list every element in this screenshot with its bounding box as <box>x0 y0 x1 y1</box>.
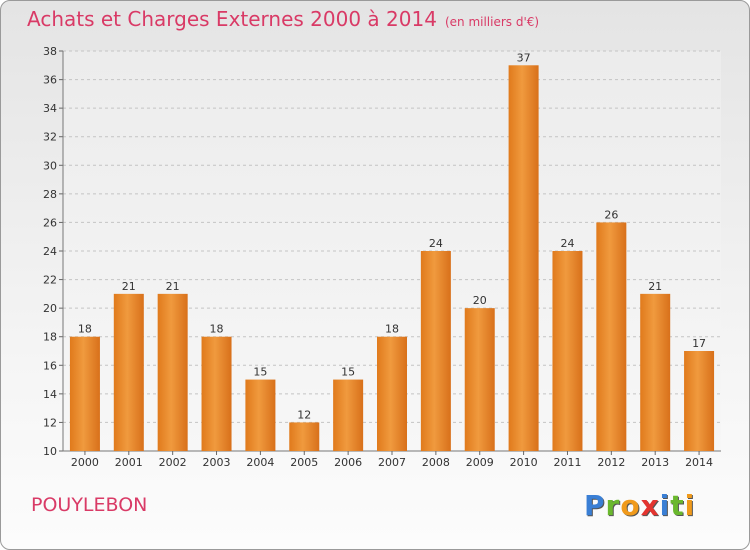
bar-value-label: 12 <box>297 408 311 421</box>
x-tick-label: 2009 <box>466 456 494 469</box>
x-tick-label: 2011 <box>553 456 581 469</box>
y-tick-label: 36 <box>43 74 57 87</box>
x-tick-label: 2008 <box>422 456 450 469</box>
bar-value-label: 17 <box>692 337 706 350</box>
x-tick-label: 2002 <box>159 456 187 469</box>
bar <box>420 251 451 451</box>
x-tick-label: 2004 <box>246 456 274 469</box>
bar-value-label: 21 <box>648 280 662 293</box>
bar <box>377 336 407 451</box>
bar-value-label: 18 <box>78 323 92 336</box>
bar <box>552 251 583 451</box>
bar-value-label: 18 <box>385 323 399 336</box>
y-tick-label: 12 <box>43 416 57 429</box>
logo-letter: x <box>640 489 660 522</box>
y-tick-label: 10 <box>43 445 57 458</box>
bar-value-label: 26 <box>604 208 618 221</box>
bar-value-label: 21 <box>166 280 180 293</box>
bar <box>508 65 539 452</box>
bar-value-label: 15 <box>341 366 355 379</box>
bar <box>289 422 320 451</box>
bar <box>245 379 276 451</box>
bar <box>596 222 627 451</box>
chart-title: Achats et Charges Externes 2000 à 2014 (e… <box>27 7 539 31</box>
x-tick-label: 2003 <box>203 456 231 469</box>
bar-value-label: 15 <box>253 366 267 379</box>
bar-value-label: 21 <box>122 280 136 293</box>
bar <box>69 336 100 451</box>
x-tick-label: 2012 <box>597 456 625 469</box>
y-tick-label: 30 <box>43 159 57 172</box>
logo-letter: t <box>670 489 685 522</box>
commune-name: POUYLEBON <box>31 494 148 516</box>
y-tick-label: 18 <box>43 331 57 344</box>
title-text: Achats et Charges Externes 2000 à 2014 <box>27 7 437 31</box>
bar <box>201 336 232 451</box>
x-tick-label: 2006 <box>334 456 362 469</box>
y-tick-label: 14 <box>43 388 57 401</box>
logo-letter: i <box>659 489 671 522</box>
x-tick-label: 2001 <box>115 456 143 469</box>
y-tick-label: 34 <box>43 102 57 115</box>
logo-letter: o <box>620 489 641 522</box>
x-tick-label: 2013 <box>641 456 669 469</box>
bar <box>464 308 495 451</box>
bar-value-label: 20 <box>473 294 487 307</box>
bar <box>640 293 671 451</box>
y-tick-label: 22 <box>43 274 57 287</box>
bar <box>113 293 144 451</box>
bar-value-label: 24 <box>560 237 574 250</box>
y-tick-label: 16 <box>43 359 57 372</box>
x-tick-label: 2007 <box>378 456 406 469</box>
bar-value-label: 37 <box>517 51 531 64</box>
y-tick-label: 26 <box>43 216 57 229</box>
bar <box>157 293 188 451</box>
x-tick-label: 2014 <box>685 456 713 469</box>
y-tick-label: 28 <box>43 188 57 201</box>
chart-subtitle: (en milliers d'€) <box>444 15 540 29</box>
bar <box>333 379 364 451</box>
x-tick-label: 2005 <box>290 456 318 469</box>
logo-letter: i <box>684 489 696 522</box>
y-tick-label: 20 <box>43 302 57 315</box>
bar-value-label: 24 <box>429 237 443 250</box>
logo-letter: r <box>605 489 621 522</box>
x-tick-label: 2010 <box>510 456 538 469</box>
bar-value-label: 18 <box>210 323 224 336</box>
y-tick-label: 32 <box>43 131 57 144</box>
bar <box>684 351 715 451</box>
logo-letter: P <box>584 489 606 522</box>
y-tick-label: 38 <box>43 45 57 58</box>
y-tick-label: 24 <box>43 245 57 258</box>
x-tick-label: 2000 <box>71 456 99 469</box>
proxiti-logo: Proxiti <box>584 489 695 522</box>
